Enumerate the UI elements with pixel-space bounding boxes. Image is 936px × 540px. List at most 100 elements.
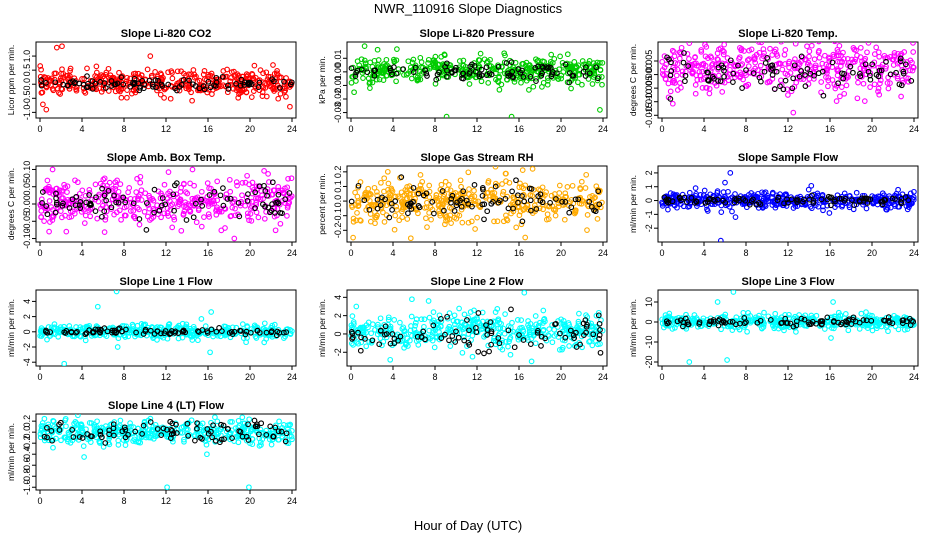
data-point <box>84 73 90 79</box>
data-point <box>355 182 362 189</box>
data-point <box>871 51 878 57</box>
data-point <box>189 97 195 104</box>
data-point <box>705 78 712 84</box>
data-point <box>378 69 384 76</box>
y-tick-label: 0.0 <box>333 195 343 208</box>
data-point <box>405 201 411 208</box>
data-point <box>430 322 437 329</box>
data-point <box>77 324 84 330</box>
data-point <box>233 80 239 87</box>
data-point <box>101 192 108 199</box>
data-point <box>583 64 589 71</box>
data-point <box>453 318 460 325</box>
data-point <box>831 53 837 60</box>
data-point <box>349 73 355 80</box>
data-point <box>112 88 119 95</box>
data-point <box>488 322 495 329</box>
data-point <box>909 59 915 66</box>
data-point <box>433 76 440 83</box>
data-point <box>566 209 573 216</box>
y-tick-label: 0 <box>644 319 654 324</box>
data-point <box>505 327 512 334</box>
data-point <box>444 186 451 193</box>
data-point <box>112 179 119 186</box>
data-point <box>596 332 603 338</box>
data-point <box>466 327 472 334</box>
x-tick-label: 4 <box>701 372 706 382</box>
data-point <box>381 219 388 225</box>
data-point <box>743 67 749 73</box>
data-point <box>371 57 378 64</box>
data-point <box>556 66 563 73</box>
data-point <box>432 62 439 68</box>
data-point <box>873 325 880 332</box>
data-point <box>557 53 563 60</box>
data-point <box>380 338 387 345</box>
data-point <box>527 341 534 347</box>
data-point <box>744 328 750 335</box>
data-point <box>94 215 101 222</box>
y-tick-label: 0.00 <box>22 195 32 213</box>
data-point <box>773 68 780 75</box>
y-tick-label: 1.0 <box>22 50 32 63</box>
data-point <box>797 67 804 73</box>
data-point <box>451 208 458 214</box>
data-point <box>561 216 568 223</box>
data-point <box>557 330 563 337</box>
data-point <box>69 196 76 203</box>
data-point <box>265 204 272 211</box>
y-tick-label: 0.005 <box>644 50 654 73</box>
data-point <box>890 56 897 63</box>
data-point <box>425 60 431 66</box>
data-point <box>259 93 266 99</box>
data-point <box>548 51 555 58</box>
data-point <box>828 202 834 209</box>
data-point <box>38 66 44 73</box>
data-point <box>863 309 869 315</box>
data-point <box>910 194 917 200</box>
data-point <box>430 57 437 63</box>
data-point <box>498 81 505 88</box>
data-point <box>122 199 129 206</box>
data-point <box>251 62 258 69</box>
data-point <box>222 323 229 330</box>
data-point <box>545 216 552 222</box>
data-point <box>595 312 602 319</box>
data-point <box>503 60 510 66</box>
data-point <box>105 88 112 94</box>
data-point <box>590 331 597 338</box>
data-point <box>741 324 748 330</box>
data-point <box>788 88 795 95</box>
data-point <box>433 192 440 198</box>
data-point <box>721 49 727 55</box>
y-tick-label: -0.5 <box>22 91 32 107</box>
data-point <box>895 50 901 57</box>
data-point <box>733 314 740 321</box>
x-tick-label: 0 <box>659 248 664 258</box>
data-point <box>108 204 115 211</box>
data-point <box>578 325 585 332</box>
x-tick-label: 8 <box>121 124 126 134</box>
data-point <box>263 336 270 342</box>
data-point <box>745 63 752 69</box>
x-tick-label: 0 <box>348 372 353 382</box>
data-point <box>558 75 565 82</box>
data-point <box>157 324 164 331</box>
data-point <box>188 417 195 424</box>
data-point <box>851 197 857 203</box>
data-point <box>568 204 575 211</box>
data-point <box>422 67 428 74</box>
data-point <box>466 70 473 77</box>
data-point <box>837 93 843 100</box>
data-point <box>124 94 130 101</box>
data-point <box>213 328 220 335</box>
data-point <box>510 194 516 200</box>
data-point <box>850 69 856 76</box>
x-tick-label: 24 <box>598 248 608 258</box>
data-point <box>205 78 212 85</box>
data-point <box>492 318 499 325</box>
data-point <box>785 92 791 98</box>
data-point <box>399 214 406 221</box>
data-point <box>514 317 521 323</box>
